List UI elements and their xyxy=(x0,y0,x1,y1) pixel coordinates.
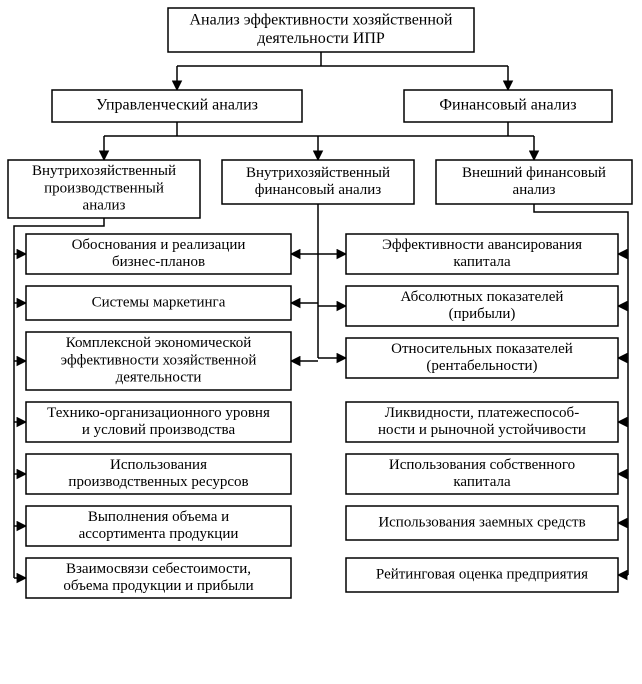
node-left1-line0: Обоснования и реализации xyxy=(72,237,246,253)
node-right3: Относительных показателей(рентабельности… xyxy=(346,338,618,378)
node-mgmt-line0: Управленческий анализ xyxy=(96,97,258,114)
node-left3-line1: эффективности хозяйственной xyxy=(61,352,257,368)
node-right3-line0: Относительных показателей xyxy=(391,341,573,357)
node-l3c-line1: анализ xyxy=(513,182,556,198)
node-root-line0: Анализ эффективности хозяйственной xyxy=(189,11,452,28)
node-l3c: Внешний финансовыйанализ xyxy=(436,160,632,204)
node-left5-line1: производственных ресурсов xyxy=(68,474,248,490)
node-right4: Ликвидности, платежеспособ-ности и рыноч… xyxy=(346,402,618,442)
node-mgmt: Управленческий анализ xyxy=(52,90,302,122)
node-l3c-line0: Внешний финансовый xyxy=(462,165,606,181)
node-left4: Технико-организационного уровняи условий… xyxy=(26,402,291,442)
node-right4-line1: ности и рыночной устойчивости xyxy=(378,422,586,438)
node-root: Анализ эффективности хозяйственной деятел… xyxy=(168,8,474,52)
node-right3-line1: (рентабельности) xyxy=(426,358,537,374)
node-l3a: Внутрихозяйственныйпроизводственный анали… xyxy=(8,160,200,218)
node-right4-line0: Ликвидности, платежеспособ- xyxy=(385,405,579,421)
node-right1: Эффективности авансированиякапитала xyxy=(346,234,618,274)
node-right2-line1: (прибыли) xyxy=(449,306,516,322)
node-left5-line0: Использования xyxy=(110,457,207,473)
node-left3-line0: Комплексной экономической xyxy=(66,335,252,351)
node-left2: Системы маркетинга xyxy=(26,286,291,320)
node-left5: Использованияпроизводственных ресурсов xyxy=(26,454,291,494)
node-right5-line1: капитала xyxy=(453,474,511,490)
node-right1-line0: Эффективности авансирования xyxy=(382,237,582,253)
node-left7-line1: объема продукции и прибыли xyxy=(63,578,253,594)
node-left6: Выполнения объема иассортимента продукци… xyxy=(26,506,291,546)
node-left6-line0: Выполнения объема и xyxy=(88,509,229,525)
node-left4-line1: и условий производства xyxy=(82,422,236,438)
node-left7-line0: Взаимосвязи себестоимости, xyxy=(66,561,251,577)
node-left7: Взаимосвязи себестоимости,объема продукц… xyxy=(26,558,291,598)
node-right1-line1: капитала xyxy=(453,254,511,270)
node-l3b: Внутрихозяйственныйфинансовый анализ xyxy=(222,160,414,204)
node-l3a-line0: Внутрихозяйственный xyxy=(32,163,176,179)
node-left3-line2: деятельности xyxy=(116,370,202,386)
node-l3b-line0: Внутрихозяйственный xyxy=(246,165,390,181)
node-fin-line0: Финансовый анализ xyxy=(439,97,576,114)
node-left2-line0: Системы маркетинга xyxy=(92,294,226,310)
node-right6-line0: Использования заемных средств xyxy=(378,514,585,530)
node-left1: Обоснования и реализациибизнес-планов xyxy=(26,234,291,274)
node-right7-line0: Рейтинговая оценка предприятия xyxy=(376,566,588,582)
node-right5: Использования собственногокапитала xyxy=(346,454,618,494)
node-right2: Абсолютных показателей(прибыли) xyxy=(346,286,618,326)
node-left3: Комплексной экономическойэффективности х… xyxy=(26,332,291,390)
node-left6-line1: ассортимента продукции xyxy=(79,526,239,542)
node-left4-line0: Технико-организационного уровня xyxy=(47,405,270,421)
node-right2-line0: Абсолютных показателей xyxy=(401,289,564,305)
node-fin: Финансовый анализ xyxy=(404,90,612,122)
node-right5-line0: Использования собственного xyxy=(389,457,575,473)
node-l3a-line2: анализ xyxy=(83,198,126,214)
node-l3a-line1: производственный xyxy=(44,180,164,196)
node-l3b-line1: финансовый анализ xyxy=(255,182,382,198)
node-root-line1: деятельности ИПР xyxy=(257,30,385,47)
node-right7: Рейтинговая оценка предприятия xyxy=(346,558,618,592)
node-left1-line1: бизнес-планов xyxy=(112,254,205,270)
node-right6: Использования заемных средств xyxy=(346,506,618,540)
